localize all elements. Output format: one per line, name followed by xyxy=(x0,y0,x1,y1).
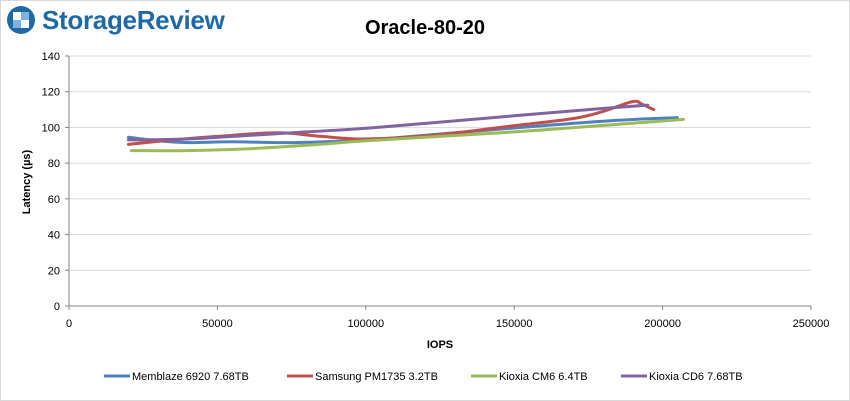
legend: Memblaze 6920 7.68TB Samsung PM1735 3.2TB… xyxy=(104,371,743,383)
y-tick-label: 60 xyxy=(48,194,60,206)
storagereview-logo-icon xyxy=(7,6,35,34)
x-tick-label: 200000 xyxy=(644,318,681,330)
y-tick-label: 80 xyxy=(48,158,60,170)
legend-label: Samsung PM1735 3.2TB xyxy=(315,371,438,383)
storagereview-logo: StorageReview xyxy=(6,5,225,35)
chart-title: Oracle-80-20 xyxy=(365,17,485,39)
series-line-4 xyxy=(126,103,650,142)
legend-label: Kioxia CM6 6.4TB xyxy=(499,371,588,383)
series-line-3 xyxy=(129,117,685,153)
y-tick-label: 140 xyxy=(42,51,60,63)
legend-label: Kioxia CD6 7.68TB xyxy=(649,371,743,383)
axes xyxy=(68,56,811,307)
y-tick-label: 100 xyxy=(42,122,60,134)
y-axis-label: Latency (µs) xyxy=(21,149,33,214)
series-lines xyxy=(126,99,685,153)
x-tick-label: 250000 xyxy=(793,318,830,330)
x-tick-label: 150000 xyxy=(496,318,533,330)
legend-label: Memblaze 6920 7.68TB xyxy=(132,371,249,383)
x-axis-label: IOPS xyxy=(427,339,453,351)
gridlines xyxy=(69,55,811,271)
x-tick-label: 0 xyxy=(66,318,72,330)
y-tick-label: 120 xyxy=(42,87,60,99)
x-tick-label: 100000 xyxy=(347,318,384,330)
y-axis-ticks: 0 20 40 60 80 100 120 140 xyxy=(42,51,69,313)
x-axis-ticks: 0 50000 100000 150000 200000 250000 xyxy=(66,306,829,330)
y-tick-label: 20 xyxy=(48,265,60,277)
logo-text: StorageReview xyxy=(42,4,225,35)
y-tick-label: 0 xyxy=(54,301,60,313)
x-tick-label: 50000 xyxy=(202,318,233,330)
y-tick-label: 40 xyxy=(48,230,60,242)
